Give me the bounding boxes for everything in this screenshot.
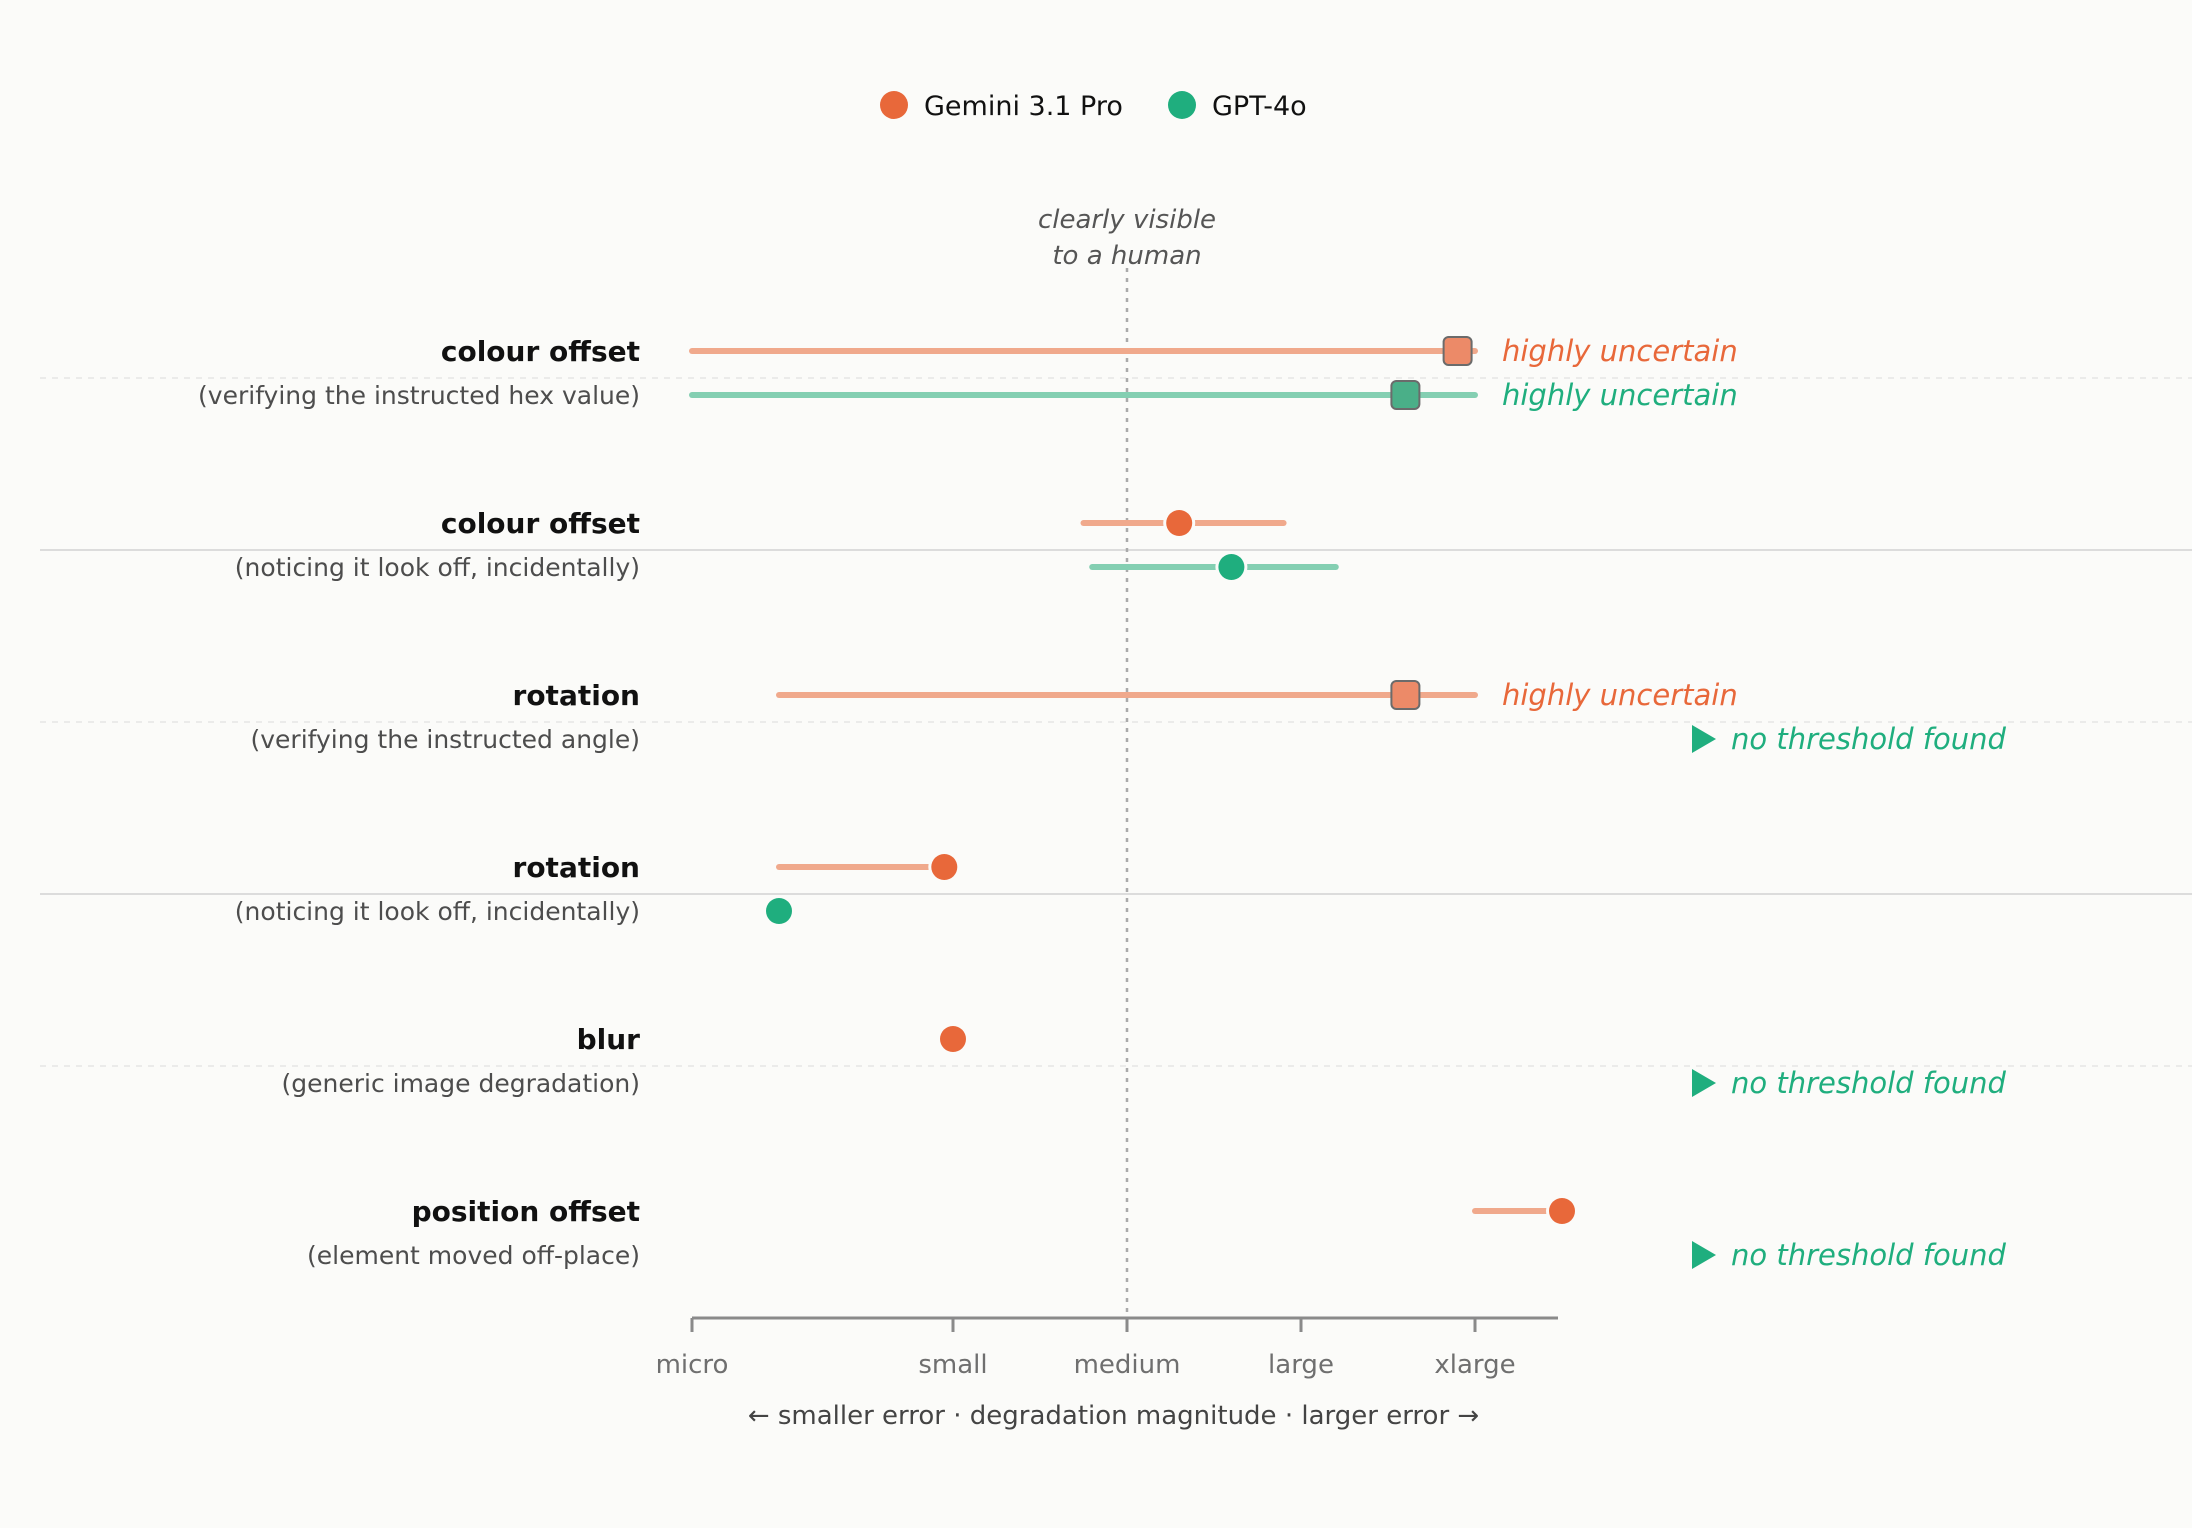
- row-title: position offset: [412, 1195, 640, 1228]
- legend-label-1: GPT-4o: [1212, 91, 1307, 122]
- row-title: rotation: [513, 851, 640, 884]
- estimate-point: [766, 898, 792, 924]
- no-threshold-label: no threshold found: [1731, 1238, 2006, 1272]
- row-subtitle: (element moved off-place): [307, 1241, 640, 1270]
- x-tick-label: small: [918, 1350, 987, 1380]
- row-subtitle: (verifying the instructed hex value): [198, 381, 640, 410]
- x-tick-label: xlarge: [1434, 1350, 1515, 1380]
- uncertain-label: highly uncertain: [1502, 678, 1738, 712]
- row-title: rotation: [513, 679, 640, 712]
- no-threshold-label: no threshold found: [1731, 1066, 2006, 1100]
- estimate-square: [1390, 380, 1421, 410]
- legend-marker-1: [1168, 91, 1196, 119]
- x-tick-label: medium: [1074, 1350, 1181, 1380]
- row-subtitle: (noticing it look off, incidentally): [235, 897, 640, 926]
- no-threshold-marker: [1692, 725, 1716, 753]
- uncertain-label: highly uncertain: [1502, 378, 1738, 412]
- legend-label-0: Gemini 3.1 Pro: [924, 91, 1123, 122]
- no-threshold-label: no threshold found: [1731, 722, 2006, 756]
- reference-label: clearly visible: [1038, 205, 1216, 235]
- row-subtitle: (noticing it look off, incidentally): [235, 553, 640, 582]
- estimate-point: [1166, 510, 1193, 536]
- estimate-square: [1442, 336, 1473, 366]
- uncertain-label: highly uncertain: [1502, 334, 1738, 368]
- estimate-square: [1390, 680, 1421, 710]
- x-tick-label: large: [1268, 1350, 1334, 1380]
- row-title: blur: [577, 1023, 641, 1056]
- row-subtitle: (generic image degradation): [281, 1069, 640, 1098]
- legend-marker-0: [880, 91, 908, 119]
- x-tick-label: micro: [656, 1350, 729, 1380]
- row-title: colour offset: [441, 335, 640, 368]
- estimate-point: [1218, 554, 1245, 580]
- estimate-point: [931, 854, 958, 880]
- estimate-point: [940, 1026, 966, 1052]
- estimate-point: [1549, 1198, 1575, 1224]
- row-title: colour offset: [441, 507, 640, 540]
- row-subtitle: (verifying the instructed angle): [251, 725, 641, 754]
- x-axis-title: ← smaller error · degradation magnitude …: [748, 1401, 1479, 1431]
- no-threshold-marker: [1692, 1069, 1716, 1097]
- no-threshold-marker: [1692, 1241, 1716, 1269]
- reference-label: to a human: [1052, 241, 1201, 271]
